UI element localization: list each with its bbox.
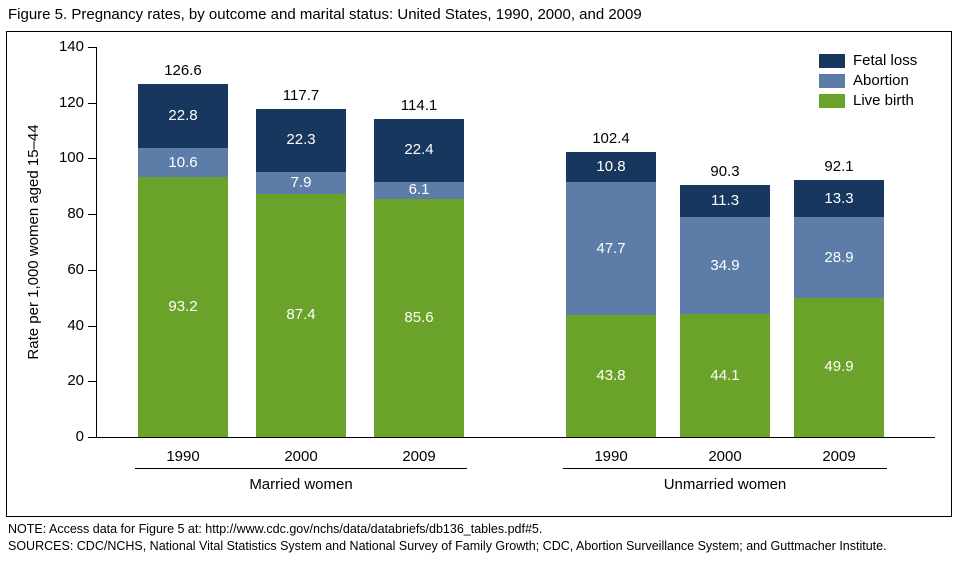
bar-segment-live-birth — [138, 177, 228, 437]
legend-swatch-fetal-loss — [819, 54, 845, 68]
group-label: Unmarried women — [663, 476, 787, 493]
group-axis-line — [563, 468, 887, 469]
y-tick-label: 140 — [58, 38, 84, 55]
bar-segment-fetal-loss — [138, 84, 228, 148]
bar-value-label: 44.1 — [710, 366, 740, 384]
legend-label-fetal-loss: Fetal loss — [853, 52, 918, 69]
chart-area: 0 20 40 60 80 100 120 140 Rate per 1,000 women a… — [6, 31, 952, 517]
bar-value-label: 10.8 — [596, 158, 626, 176]
bar-total-label: 117.7 — [282, 87, 320, 105]
y-tick — [88, 270, 96, 271]
y-axis-line — [96, 47, 97, 437]
note-line: NOTE: Access data for Figure 5 at: http:… — [8, 522, 543, 536]
bar-segment-abortion — [374, 181, 464, 199]
x-tick-label: 2009 — [822, 448, 856, 465]
bar-value-label: 7.9 — [290, 173, 312, 191]
bar-segment-abortion — [256, 171, 346, 194]
bar-value-label: 93.2 — [168, 298, 198, 316]
bar-total-label: 102.4 — [592, 130, 630, 148]
bar-value-label: 22.3 — [286, 131, 316, 149]
bar-total-label: 92.1 — [824, 158, 854, 176]
bar-segment-abortion — [566, 182, 656, 315]
y-tick — [88, 326, 96, 327]
bar-segment-fetal-loss — [566, 152, 656, 183]
legend-label-live-birth: Live birth — [853, 92, 914, 109]
bar-total-label: 90.3 — [710, 163, 740, 181]
bar-value-label: 22.4 — [404, 141, 434, 159]
bar-total-label: 126.6 — [164, 62, 202, 80]
y-tick-label: 80 — [67, 205, 84, 222]
y-tick — [88, 381, 96, 382]
y-tick — [88, 103, 96, 104]
x-tick-label: 2000 — [708, 448, 742, 465]
x-tick-label: 2000 — [284, 448, 318, 465]
x-tick-label: 1990 — [594, 448, 628, 465]
bar-value-label: 10.6 — [168, 153, 198, 171]
y-tick-label: 0 — [75, 428, 84, 445]
bar-value-label: 6.1 — [408, 181, 430, 199]
legend-swatch-live-birth — [819, 94, 845, 108]
bar-segment-live-birth — [794, 297, 884, 437]
bar-segment-live-birth — [566, 314, 656, 437]
bar-value-label: 43.8 — [596, 366, 626, 384]
y-tick — [88, 47, 96, 48]
x-tick-label: 1990 — [166, 448, 200, 465]
bar-value-label: 85.6 — [404, 308, 434, 326]
bar-value-label: 49.9 — [824, 358, 854, 376]
bar-value-label: 11.3 — [710, 192, 740, 210]
bar-value-label: 34.9 — [710, 256, 740, 274]
y-tick-label: 40 — [67, 317, 84, 334]
group-label: Married women — [249, 476, 353, 493]
y-tick — [88, 158, 96, 159]
bar-segment-abortion — [680, 216, 770, 315]
bar-value-label: 28.9 — [824, 248, 854, 266]
bar-value-label: 87.4 — [286, 306, 316, 324]
bar-value-label: 22.8 — [168, 107, 198, 125]
y-tick-label: 20 — [67, 372, 84, 389]
bar-segment-fetal-loss — [256, 109, 346, 172]
bar-value-label: 47.7 — [596, 239, 626, 257]
y-tick-label: 100 — [58, 149, 84, 166]
group-axis-line — [135, 468, 467, 469]
y-tick — [88, 214, 96, 215]
y-axis-title: Rate per 1,000 women aged 15–44 — [25, 124, 42, 360]
x-tick-label: 2009 — [402, 448, 436, 465]
y-tick-label: 120 — [58, 94, 84, 111]
legend-swatch-abortion — [819, 74, 845, 88]
bar-segment-abortion — [794, 217, 884, 298]
sources-line: SOURCES: CDC/NCHS, National Vital Statis… — [8, 539, 887, 553]
y-tick — [88, 437, 96, 438]
y-tick-label: 60 — [67, 261, 84, 278]
legend-label-abortion: Abortion — [853, 72, 909, 89]
bar-value-label: 13.3 — [824, 189, 854, 207]
bar-segment-live-birth — [256, 193, 346, 437]
x-axis-line — [96, 437, 935, 438]
bar-segment-fetal-loss — [794, 180, 884, 218]
bar-segment-fetal-loss — [680, 185, 770, 217]
bar-segment-live-birth — [680, 314, 770, 437]
figure-title: Figure 5. Pregnancy rates, by outcome an… — [8, 6, 642, 23]
bar-total-label: 114.1 — [400, 97, 438, 115]
bar-segment-live-birth — [374, 198, 464, 437]
bar-segment-abortion — [138, 147, 228, 178]
bar-segment-fetal-loss — [374, 119, 464, 182]
